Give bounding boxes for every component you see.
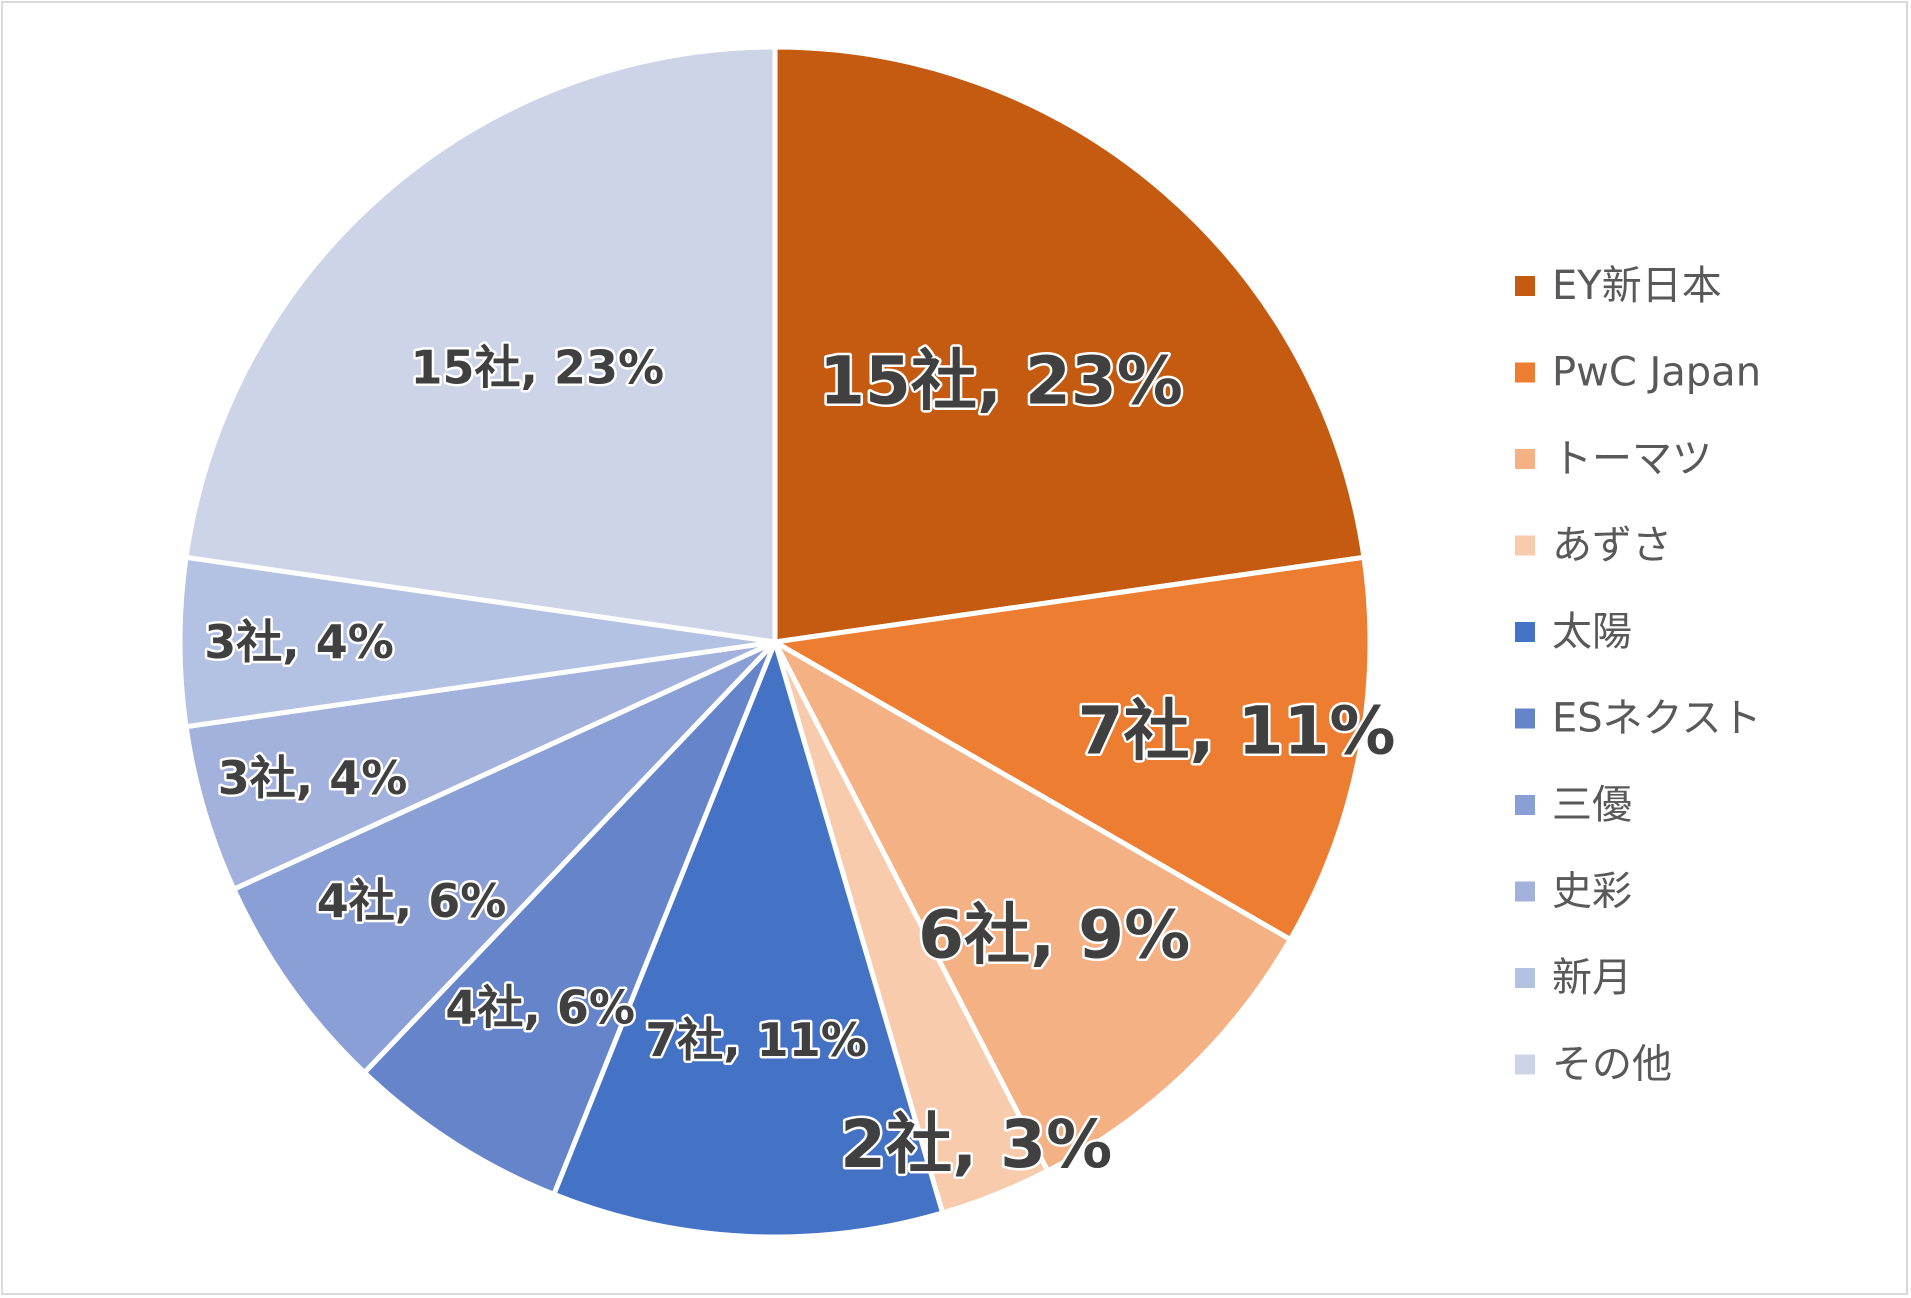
legend-swatch <box>1515 449 1535 469</box>
legend-item-pwc-japan: PwC Japan <box>1515 350 1761 396</box>
legend-label: 新月 <box>1552 955 1632 1001</box>
pie-slice-slice-4 <box>551 639 946 1240</box>
legend-swatch <box>1515 1054 1535 1075</box>
legend-label: 三優 <box>1552 782 1632 828</box>
legend-swatch <box>1515 708 1535 729</box>
data-label-slice-3: 2社, 3% <box>840 1106 1112 1183</box>
pie-slice-slice-8 <box>177 554 778 730</box>
legend-item-ey: EY新日本 <box>1515 263 1722 309</box>
data-label-pwc-japan: 7社, 11% <box>1078 693 1396 770</box>
pie-slice-pwc-japan <box>772 554 1373 942</box>
pie-slice-slice-7 <box>183 639 778 892</box>
legend-label: EY新日本 <box>1552 263 1722 309</box>
legend-label: PwC Japan <box>1552 350 1761 396</box>
legend-item-slice-7: 史彩 <box>1515 869 1632 915</box>
legend-label: その他 <box>1552 1042 1672 1088</box>
legend-item-slice-9: その他 <box>1515 1042 1672 1088</box>
legend-swatch <box>1515 968 1535 988</box>
legend-item-slice-8: 新月 <box>1515 955 1632 1001</box>
pie-slice-es <box>361 639 778 1197</box>
data-label-slice-6: 4社, 6% <box>317 874 507 928</box>
data-label-slice-4: 7社, 11% <box>645 1013 867 1067</box>
legend-item-slice-2: トーマツ <box>1515 436 1712 482</box>
legend-item-es: ESネクスト <box>1515 696 1761 742</box>
data-label-ey: 15社, 23% <box>819 343 1183 420</box>
data-label-es: 4社, 6% <box>445 980 635 1034</box>
data-label-slice-2: 6社, 9% <box>918 896 1190 973</box>
legend-item-slice-6: 三優 <box>1515 782 1632 828</box>
legend-swatch <box>1515 881 1535 902</box>
legend-swatch <box>1515 795 1535 815</box>
pie-slice-ey <box>772 44 1367 645</box>
legend-label: トーマツ <box>1552 436 1712 482</box>
legend-label: ESネクスト <box>1552 696 1761 742</box>
legend-item-slice-4: 太陽 <box>1515 609 1632 655</box>
data-label-slice-7: 3社, 4% <box>218 751 408 805</box>
legend-label: 太陽 <box>1552 609 1632 655</box>
legend-item-slice-3: あずさ <box>1515 523 1672 569</box>
legend-swatch <box>1515 622 1535 642</box>
legend-swatch <box>1515 535 1535 556</box>
pie-slice-slice-2 <box>772 639 1293 1174</box>
data-labels-layer: 15社, 23%7社, 11%6社, 9%2社, 3%7社, 11%4社, 6%… <box>202 338 1398 1185</box>
legend-swatch <box>1515 276 1535 296</box>
legend-label: あずさ <box>1552 523 1672 569</box>
data-label-slice-9: 15社, 23% <box>410 341 664 395</box>
legend-swatch <box>1515 362 1535 383</box>
slices-layer <box>177 44 1373 1240</box>
data-label-slice-8: 3社, 4% <box>204 615 394 669</box>
legend-label: 史彩 <box>1552 869 1632 915</box>
pie-slice-slice-6 <box>231 639 778 1076</box>
pie-slice-slice-9 <box>183 44 778 645</box>
